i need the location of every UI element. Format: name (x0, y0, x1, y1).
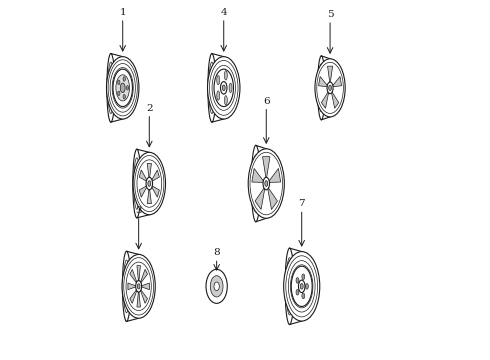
Polygon shape (252, 168, 264, 183)
Ellipse shape (251, 145, 260, 222)
Ellipse shape (133, 149, 141, 218)
Text: 1: 1 (120, 8, 126, 17)
Ellipse shape (208, 54, 216, 122)
Ellipse shape (207, 57, 240, 119)
Ellipse shape (116, 75, 129, 101)
Polygon shape (331, 91, 339, 108)
Ellipse shape (284, 252, 320, 321)
Ellipse shape (315, 59, 345, 117)
Ellipse shape (298, 280, 305, 293)
Polygon shape (332, 77, 342, 87)
Polygon shape (140, 289, 147, 303)
Polygon shape (147, 188, 151, 204)
Text: 3: 3 (135, 206, 142, 215)
Polygon shape (130, 289, 137, 303)
Polygon shape (318, 77, 328, 87)
Ellipse shape (206, 269, 227, 303)
Ellipse shape (224, 96, 227, 105)
Text: 2: 2 (146, 104, 152, 113)
Ellipse shape (146, 177, 152, 190)
Text: 5: 5 (327, 10, 333, 19)
Ellipse shape (210, 276, 223, 297)
Ellipse shape (122, 251, 131, 321)
Polygon shape (321, 91, 329, 108)
Ellipse shape (285, 248, 294, 325)
Polygon shape (151, 185, 159, 197)
Ellipse shape (302, 274, 305, 280)
Ellipse shape (222, 85, 225, 91)
Ellipse shape (123, 77, 125, 81)
Ellipse shape (217, 76, 220, 85)
Text: 7: 7 (298, 199, 305, 208)
Ellipse shape (133, 152, 166, 215)
Ellipse shape (300, 284, 303, 289)
Ellipse shape (120, 83, 125, 93)
Ellipse shape (229, 83, 232, 93)
Ellipse shape (214, 69, 233, 107)
Ellipse shape (317, 62, 343, 113)
Polygon shape (255, 188, 265, 210)
Ellipse shape (265, 181, 268, 186)
Ellipse shape (302, 293, 305, 299)
Ellipse shape (248, 149, 284, 218)
Polygon shape (268, 188, 277, 210)
Polygon shape (137, 291, 141, 307)
Ellipse shape (291, 266, 312, 306)
Ellipse shape (118, 80, 120, 85)
Ellipse shape (327, 82, 333, 94)
Polygon shape (327, 66, 333, 83)
Polygon shape (263, 157, 270, 178)
Ellipse shape (305, 284, 308, 289)
Polygon shape (147, 163, 151, 179)
Ellipse shape (318, 56, 325, 120)
Ellipse shape (136, 280, 142, 292)
Ellipse shape (296, 278, 299, 283)
Polygon shape (139, 185, 147, 197)
Text: 6: 6 (263, 96, 270, 105)
Ellipse shape (217, 91, 220, 100)
Ellipse shape (107, 54, 115, 122)
Ellipse shape (113, 69, 132, 107)
Ellipse shape (148, 181, 151, 186)
Ellipse shape (329, 85, 331, 90)
Polygon shape (137, 266, 141, 282)
Polygon shape (269, 168, 281, 183)
Ellipse shape (118, 91, 120, 96)
Ellipse shape (137, 284, 140, 289)
Ellipse shape (122, 255, 155, 318)
Ellipse shape (214, 282, 220, 291)
Text: 4: 4 (220, 8, 227, 17)
Polygon shape (130, 269, 137, 284)
Ellipse shape (126, 86, 129, 90)
Ellipse shape (263, 177, 270, 190)
Text: 8: 8 (213, 248, 220, 257)
Polygon shape (151, 170, 159, 181)
Ellipse shape (123, 94, 125, 99)
Polygon shape (139, 170, 147, 181)
Polygon shape (141, 283, 149, 290)
Polygon shape (128, 283, 137, 290)
Ellipse shape (296, 289, 299, 295)
Ellipse shape (106, 57, 139, 119)
Ellipse shape (220, 82, 227, 94)
Polygon shape (140, 269, 147, 284)
Ellipse shape (224, 71, 227, 80)
